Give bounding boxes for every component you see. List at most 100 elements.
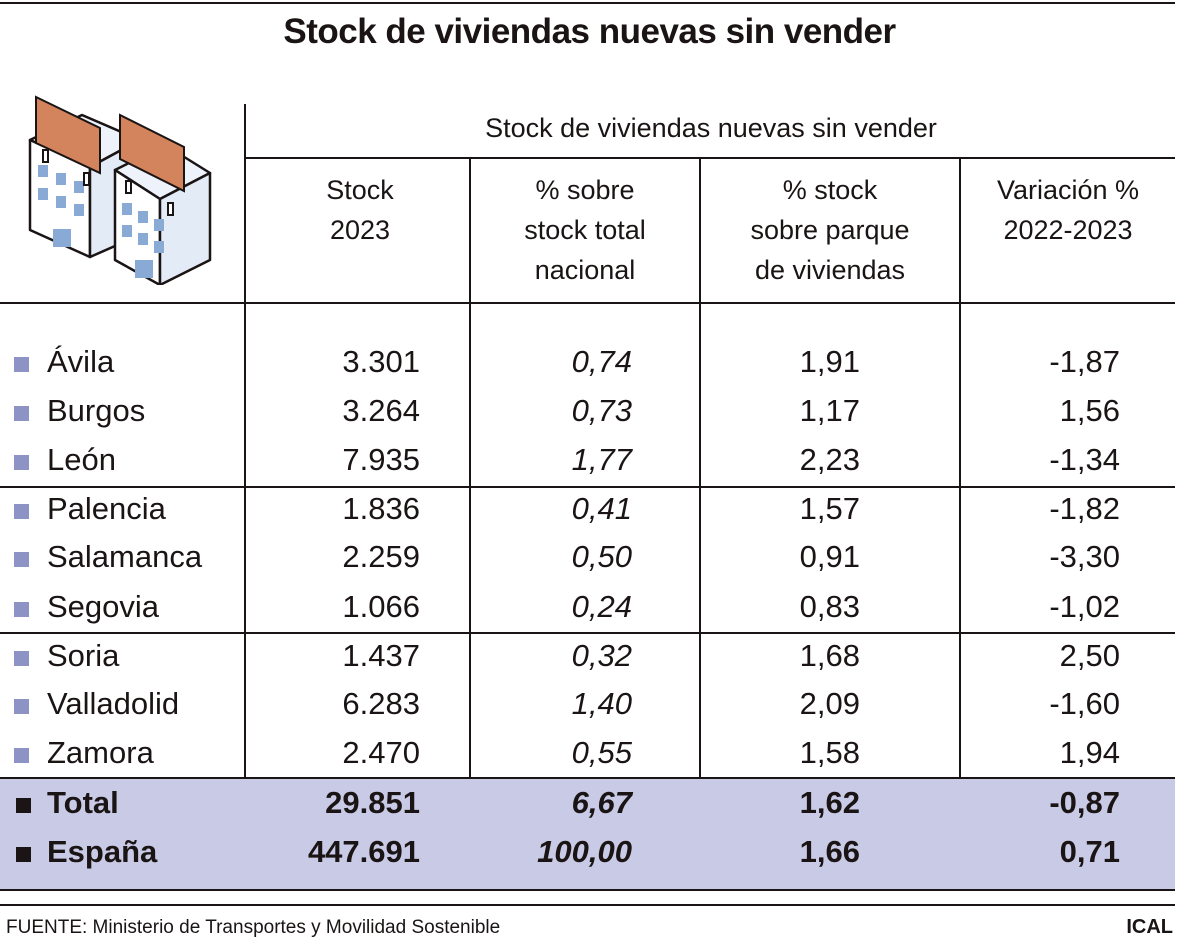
column-divider: [699, 158, 701, 890]
column-divider: [469, 158, 471, 890]
row-bullet-icon: [14, 748, 29, 763]
table-row: Soria 1.437 0,32 1,68 2,50: [0, 634, 1175, 682]
cell-stock: 6.283: [342, 686, 420, 721]
header-line: Stock: [326, 175, 394, 205]
header-line: stock total: [524, 215, 646, 245]
cell-stock: 1.066: [342, 589, 420, 624]
cell-share: 0,50: [571, 539, 632, 574]
row-bullet-icon: [14, 602, 29, 617]
row-bullet-icon: [16, 847, 31, 862]
top-rule: [0, 2, 1175, 4]
cell-housing: 1,91: [799, 344, 860, 379]
cell-share: 100,00: [537, 834, 632, 869]
cell-variation: -1,82: [1049, 491, 1120, 526]
group-header-rule: [245, 157, 1175, 159]
table-row: Burgos 3.264 0,73 1,17 1,56: [0, 389, 1175, 437]
row-group-rule: [0, 486, 1175, 488]
cell-stock: 3.301: [342, 344, 420, 379]
column-header-variation: Variación % 2022-2023: [961, 170, 1175, 250]
table-row: España 447.691 100,00 1,66 0,71: [0, 830, 1175, 878]
header-line: % stock: [782, 175, 878, 205]
table-row: León 7.935 1,77 2,23 -1,34: [0, 438, 1175, 486]
column-divider: [959, 158, 961, 890]
cell-variation: -1,34: [1049, 442, 1120, 477]
row-label: Segovia: [47, 589, 160, 624]
cell-variation: -3,30: [1049, 539, 1120, 574]
cell-housing: 2,09: [799, 686, 860, 721]
cell-stock: 3.264: [342, 393, 420, 428]
group-header: Stock de viviendas nuevas sin vender: [485, 113, 937, 143]
row-bullet-icon: [14, 552, 29, 567]
column-header-stock: Stock 2023: [250, 170, 470, 250]
row-bullet-icon: [14, 699, 29, 714]
totals-rule: [0, 777, 1175, 779]
cell-share: 0,32: [571, 638, 632, 673]
row-bullet-icon: [14, 406, 29, 421]
cell-housing: 2,23: [799, 442, 860, 477]
header-line: de viviendas: [754, 255, 906, 285]
table-row: Ávila 3.301 0,74 1,91 -1,87: [0, 340, 1175, 388]
header-line: % sobre: [535, 175, 635, 205]
row-label: Valladolid: [47, 686, 180, 721]
row-label: Soria: [47, 638, 120, 673]
cell-housing: 1,57: [799, 491, 860, 526]
header-line: Variación %: [996, 175, 1140, 205]
row-bullet-icon: [14, 357, 29, 372]
cell-housing: 0,83: [799, 589, 860, 624]
table-row: Zamora 2.470 0,55 1,58 1,94: [0, 731, 1175, 779]
table-row: Total 29.851 6,67 1,62 -0,87: [0, 781, 1175, 829]
row-label: Palencia: [47, 491, 166, 526]
cell-share: 0,24: [571, 589, 632, 624]
cell-stock: 29.851: [325, 785, 420, 820]
cell-housing: 0,91: [799, 539, 860, 574]
header-rule: [0, 302, 1175, 304]
cell-housing: 1,68: [799, 638, 860, 673]
row-label: Burgos: [47, 393, 146, 428]
cell-share: 6,67: [571, 785, 632, 820]
row-label: Salamanca: [47, 539, 203, 574]
brand-label: ICAL: [1126, 916, 1173, 938]
cell-stock: 1.836: [342, 491, 420, 526]
cell-variation: -1,87: [1049, 344, 1120, 379]
cell-share: 0,55: [571, 735, 632, 770]
cell-stock: 447.691: [307, 834, 420, 869]
table-row: Palencia 1.836 0,41 1,57 -1,82: [0, 487, 1175, 535]
totals-band: [0, 778, 1175, 890]
cell-variation: -1,60: [1049, 686, 1120, 721]
source-note: FUENTE: Ministerio de Transportes y Movi…: [6, 917, 501, 938]
header-line: sobre parque: [750, 215, 910, 245]
column-header-share: % sobre stock total nacional: [471, 170, 699, 290]
bottom-rule: [0, 889, 1175, 891]
header-line: 2023: [329, 215, 391, 245]
header-line: 2022-2023: [1003, 215, 1133, 245]
row-label: España: [47, 834, 158, 869]
table-row: Salamanca 2.259 0,50 0,91 -3,30: [0, 535, 1175, 583]
cell-share: 1,40: [571, 686, 632, 721]
cell-variation: -1,02: [1049, 589, 1120, 624]
row-label: León: [47, 442, 116, 477]
cell-variation: -0,87: [1049, 785, 1120, 820]
table-row: Segovia 1.066 0,24 0,83 -1,02: [0, 585, 1175, 633]
cell-share: 0,41: [571, 491, 632, 526]
cell-share: 0,73: [571, 393, 632, 428]
page-title: Stock de viviendas nuevas sin vender: [283, 12, 896, 51]
table-row: Valladolid 6.283 1,40 2,09 -1,60: [0, 682, 1175, 730]
row-label: Total: [47, 785, 119, 820]
cell-housing: 1,58: [799, 735, 860, 770]
buildings-icon: [28, 95, 212, 285]
cell-variation: 0,71: [1059, 834, 1120, 869]
cell-variation: 2,50: [1059, 638, 1120, 673]
cell-share: 0,74: [571, 344, 632, 379]
cell-stock: 2.470: [342, 735, 420, 770]
row-label: Zamora: [47, 735, 154, 770]
cell-share: 1,77: [571, 442, 632, 477]
header-line: nacional: [534, 255, 636, 285]
cell-housing: 1,66: [799, 834, 860, 869]
row-group-rule: [0, 632, 1175, 634]
cell-stock: 2.259: [342, 539, 420, 574]
cell-stock: 7.935: [342, 442, 420, 477]
cell-housing: 1,62: [799, 785, 860, 820]
row-label: Ávila: [47, 344, 115, 379]
row-bullet-icon: [14, 455, 29, 470]
